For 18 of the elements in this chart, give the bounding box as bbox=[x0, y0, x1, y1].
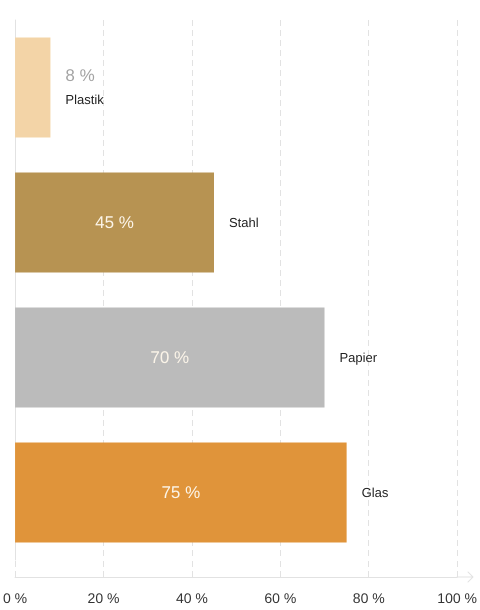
x-tick-label: 20 % bbox=[88, 590, 120, 606]
bar bbox=[15, 172, 214, 272]
data-label: 45 % bbox=[95, 213, 134, 232]
x-tick-label: 80 % bbox=[352, 590, 385, 606]
bar bbox=[15, 38, 50, 138]
x-tick-label: 0 % bbox=[3, 590, 28, 606]
y-tick-label: Stahl bbox=[229, 215, 259, 230]
y-tick-label: Papier bbox=[340, 350, 378, 365]
y-tick-label: Glas bbox=[362, 485, 389, 500]
data-label: 8 % bbox=[65, 66, 95, 85]
y-tick-label: Plastik bbox=[65, 92, 104, 107]
bar bbox=[15, 442, 347, 542]
bar bbox=[15, 308, 325, 408]
x-tick-label: 40 % bbox=[176, 590, 208, 606]
x-tick-label: 60 % bbox=[264, 590, 296, 606]
data-label: 70 % bbox=[150, 348, 190, 367]
x-tick-label: 100 % bbox=[437, 590, 478, 606]
data-label: 75 % bbox=[161, 483, 200, 502]
